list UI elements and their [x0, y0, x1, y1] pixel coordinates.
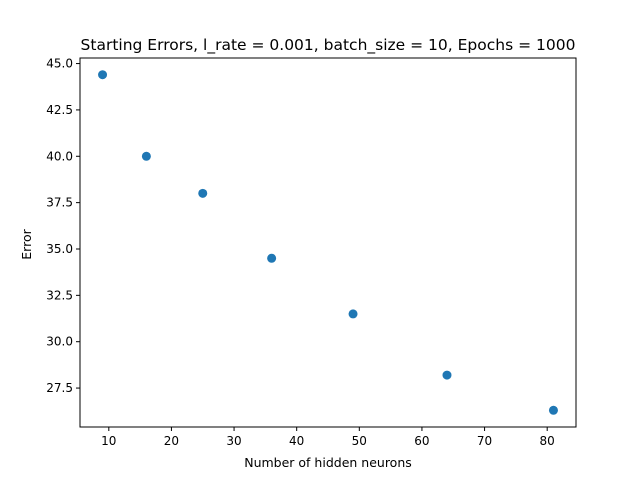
x-tick-label: 30 [226, 434, 241, 448]
x-tick-label: 70 [477, 434, 492, 448]
y-axis-ticks: 27.5 30.0 32.5 35.0 37.5 40.0 42.5 45.0 [46, 57, 80, 395]
data-point [348, 309, 358, 319]
axes-frame [79, 57, 577, 428]
x-tick-label: 20 [164, 434, 179, 448]
y-tick-label: 37.5 [46, 196, 73, 210]
y-tick-label: 40.0 [46, 149, 73, 163]
x-tick-label: 10 [101, 434, 116, 448]
y-tick-label: 42.5 [46, 103, 73, 117]
x-axis-ticks: 10 20 30 40 50 60 70 80 [101, 427, 555, 448]
x-tick-label: 50 [352, 434, 367, 448]
x-tick-label: 40 [289, 434, 304, 448]
plot-area: 10 20 30 40 50 60 70 80 27.5 30.0 32.5 35.0 37.5 40.… [46, 57, 577, 448]
y-axis-label: Error [19, 228, 34, 259]
x-axis-label: Number of hidden neurons [244, 455, 412, 470]
data-points [98, 70, 558, 415]
y-tick-label: 35.0 [46, 242, 73, 256]
y-tick-label: 45.0 [46, 57, 73, 71]
y-tick-label: 27.5 [46, 381, 73, 395]
data-point [442, 370, 452, 380]
data-point [548, 405, 558, 415]
data-point [141, 151, 151, 161]
x-tick-label: 80 [540, 434, 555, 448]
y-tick-label: 30.0 [46, 335, 73, 349]
data-point [267, 253, 277, 263]
chart-title: Starting Errors, l_rate = 0.001, batch_s… [81, 36, 576, 55]
y-tick-label: 32.5 [46, 288, 73, 302]
data-point [98, 70, 108, 80]
x-tick-label: 60 [414, 434, 429, 448]
data-point [198, 188, 208, 198]
